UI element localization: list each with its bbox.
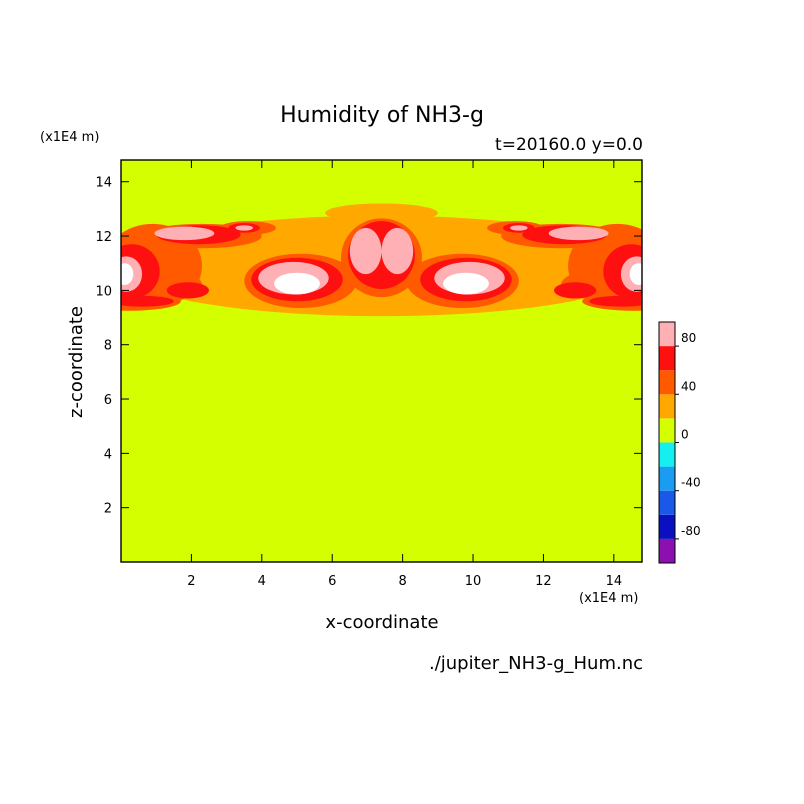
contour-layer [121, 263, 642, 295]
y-axis-label: z-coordinate [66, 306, 87, 418]
colorbar-swatch [659, 490, 675, 515]
y-unit-label: (x1E4 m) [40, 130, 99, 145]
plot-frame [120, 159, 643, 563]
contour-region [548, 226, 609, 241]
colorbar: -80 -40 0 40 80 [658, 321, 701, 564]
colorbar-tick-label: 40 [681, 379, 696, 393]
contour-region [629, 263, 642, 285]
source-file-label: ./jupiter_NH3-g_Hum.nc [429, 653, 643, 674]
colorbar-tick-label: -40 [681, 476, 701, 490]
chart-title: Humidity of NH3-g [280, 103, 484, 128]
contour-region [154, 226, 215, 241]
contour-region [589, 295, 642, 307]
colorbar-tick-label: -80 [681, 524, 701, 538]
plot-area [121, 160, 642, 562]
colorbar-swatch [659, 442, 675, 467]
x-tick-label: 6 [328, 574, 336, 589]
colorbar-swatch [659, 466, 675, 491]
y-axis: 2 4 6 8 10 12 14 [95, 176, 642, 517]
colorbar-swatch [659, 370, 675, 395]
x-unit-label: (x1E4 m) [579, 591, 638, 606]
x-tick-label: 8 [398, 574, 406, 589]
contour-region [121, 295, 174, 307]
colorbar-tick-label: 0 [681, 428, 689, 442]
y-tick-label: 6 [104, 393, 112, 408]
x-tick-label: 4 [258, 574, 266, 589]
contour-region [121, 263, 134, 285]
colorbar-swatch [659, 322, 675, 347]
contour-region [443, 272, 489, 295]
colorbar-swatch [659, 514, 675, 539]
x-axis: 2 4 6 8 10 12 14 [187, 160, 622, 589]
x-tick-label: 14 [606, 574, 623, 589]
y-tick-label: 14 [95, 176, 112, 191]
y-tick-label: 4 [104, 447, 112, 462]
x-axis-label: x-coordinate [325, 612, 438, 633]
colorbar-swatch [659, 394, 675, 419]
colorbar-tick-label: 80 [681, 331, 696, 345]
colorbar-swatch [659, 538, 675, 563]
colorbar-swatch [659, 418, 675, 443]
y-tick-label: 2 [104, 502, 112, 517]
contour-region [553, 282, 597, 299]
x-tick-label: 2 [187, 574, 195, 589]
contour-region [166, 282, 210, 299]
contour-region [325, 203, 438, 223]
x-tick-label: 12 [535, 574, 552, 589]
x-tick-label: 10 [465, 574, 482, 589]
contour-region [349, 227, 382, 275]
y-tick-label: 12 [95, 230, 112, 245]
contour-region [509, 225, 528, 231]
contour-region [235, 225, 254, 231]
colorbar-swatch [659, 346, 675, 371]
chart-subtitle: t=20160.0 y=0.0 [495, 135, 643, 155]
y-tick-label: 10 [95, 284, 112, 299]
contour-region [274, 272, 320, 295]
contour-region [381, 227, 414, 275]
y-tick-label: 8 [104, 339, 112, 354]
